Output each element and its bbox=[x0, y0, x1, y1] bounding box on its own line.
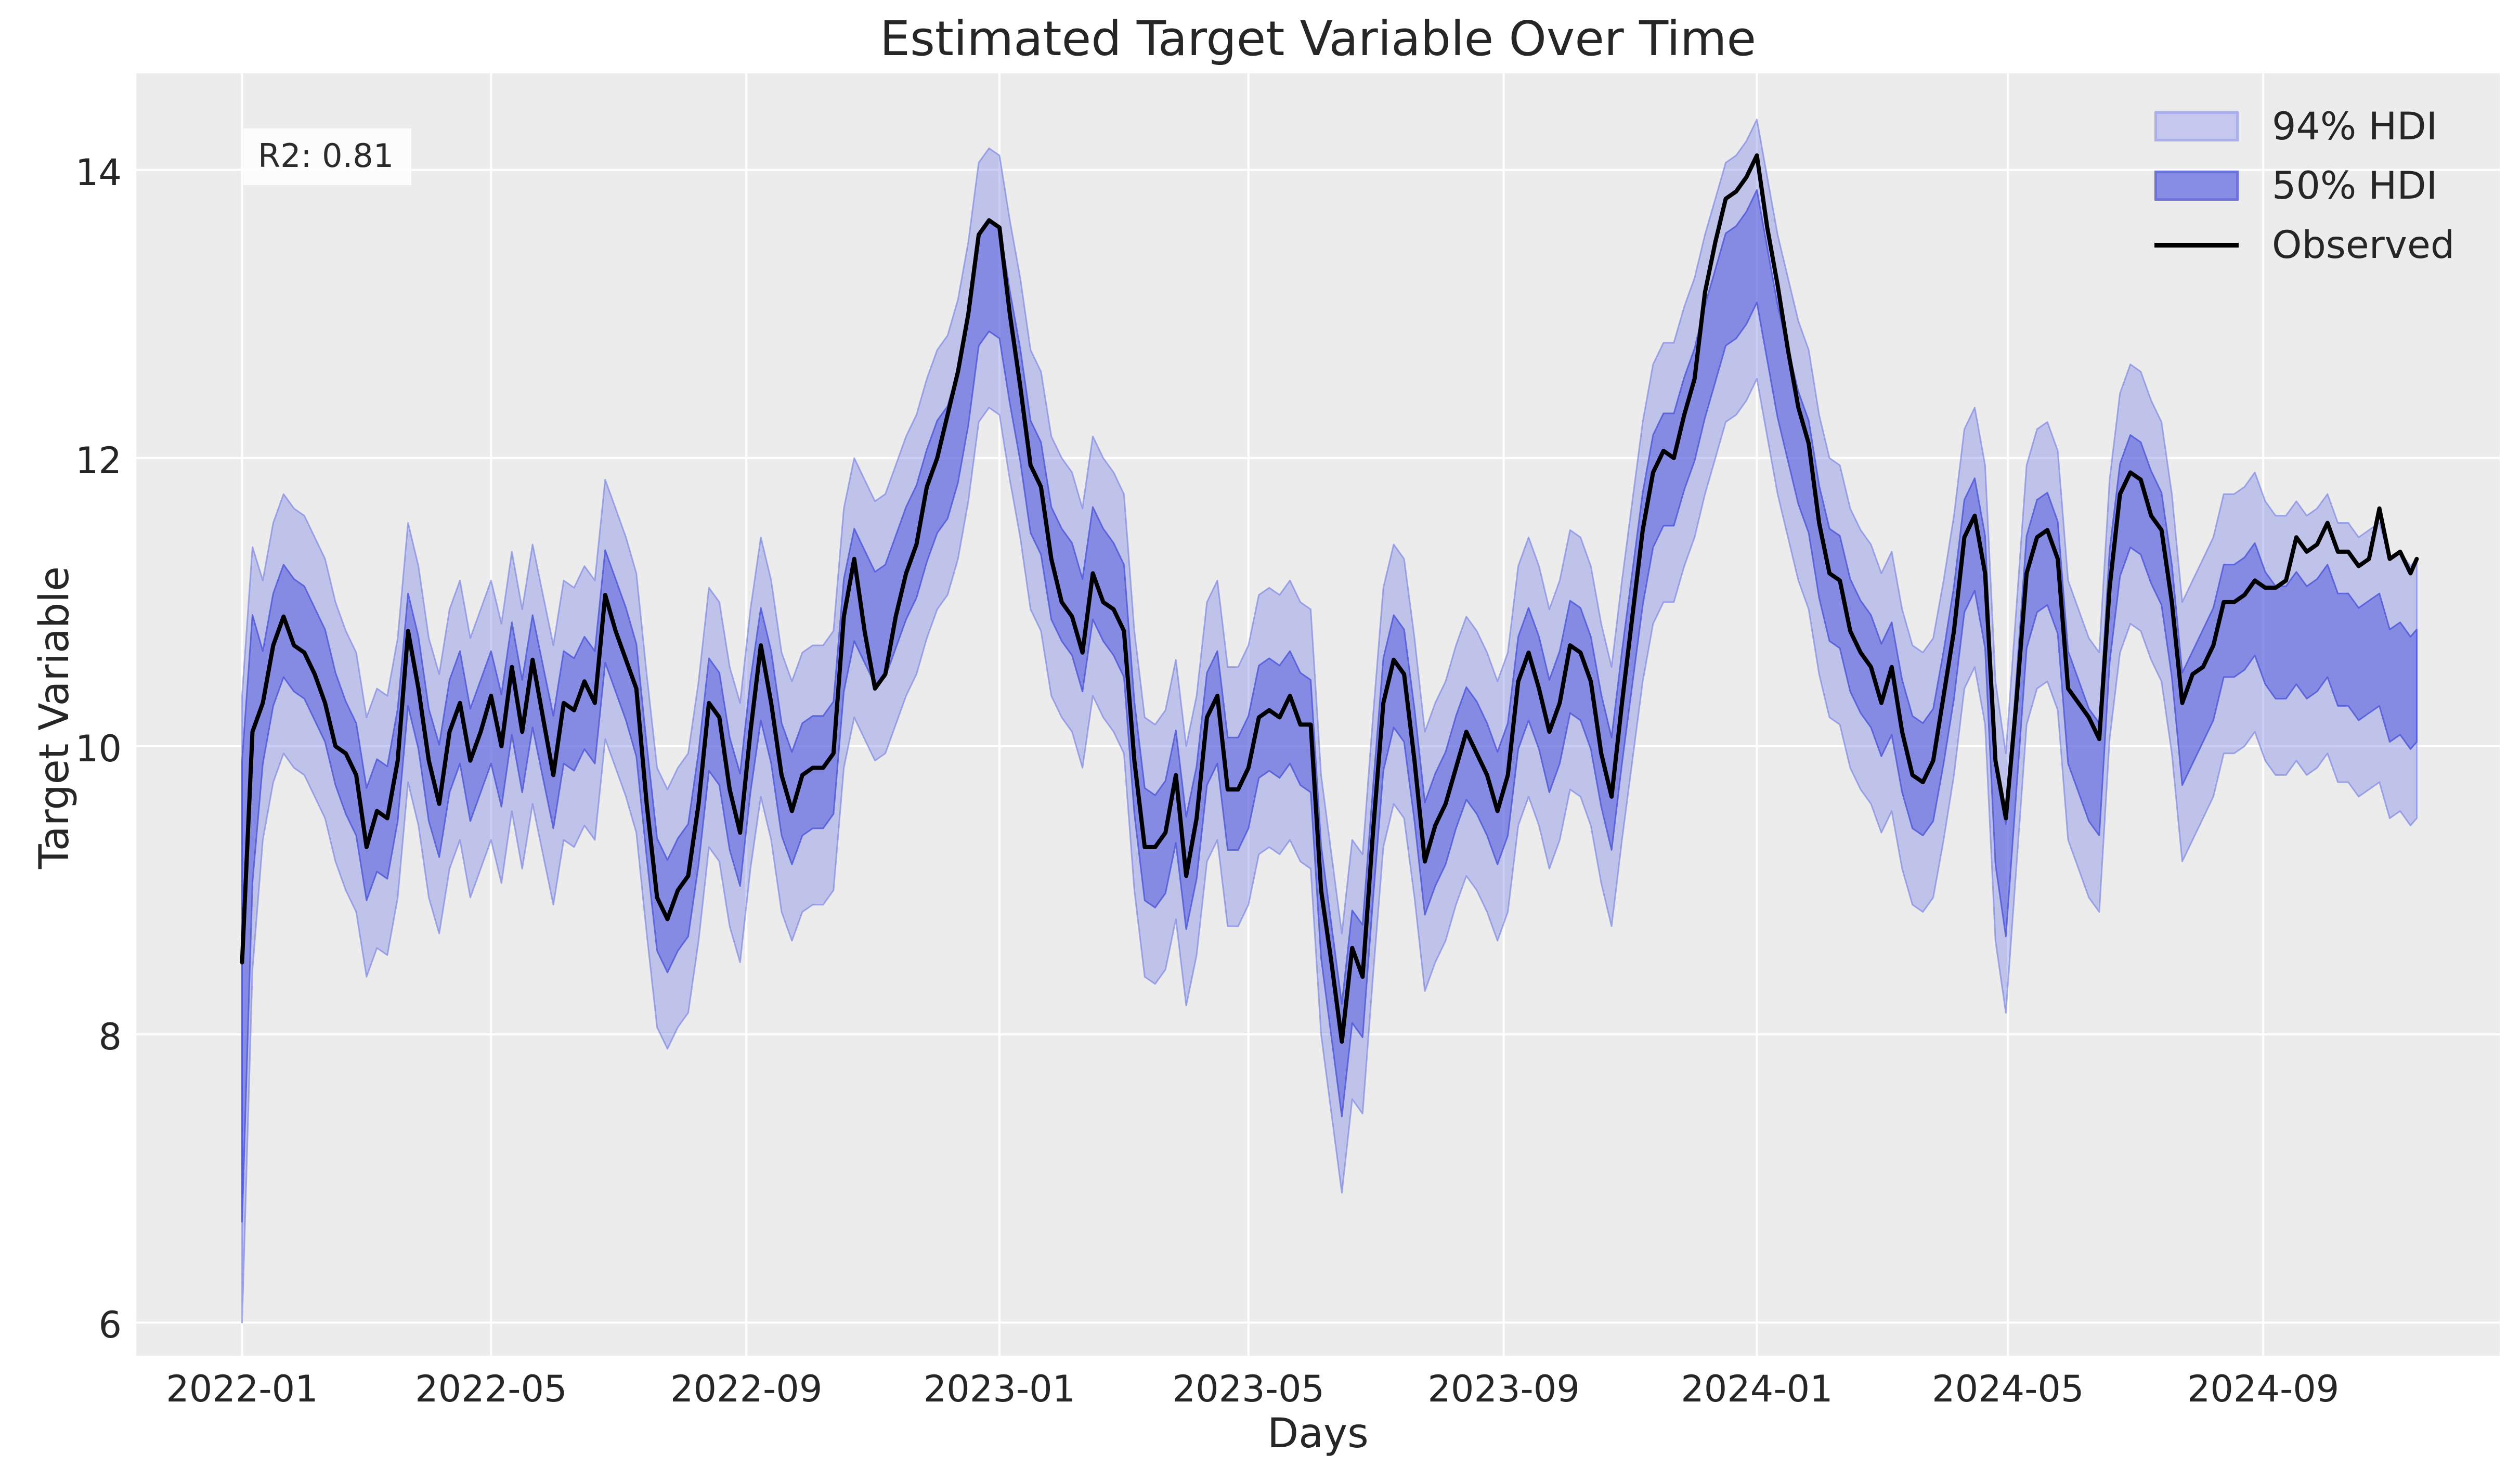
x-tick-label: 2024-01 bbox=[1681, 1368, 1833, 1410]
legend-item-50-hdi: 50% HDI bbox=[2154, 156, 2446, 215]
observed-line-swatch-icon bbox=[2154, 242, 2239, 248]
y-tick-label: 12 bbox=[75, 439, 122, 482]
legend-item-94-hdi: 94% HDI bbox=[2154, 97, 2446, 156]
x-axis-label: Days bbox=[1267, 1410, 1369, 1457]
y-tick-label: 14 bbox=[75, 151, 122, 194]
r2-annotation: R2: 0.81 bbox=[243, 128, 412, 185]
x-tick-label: 2023-01 bbox=[923, 1368, 1076, 1410]
x-tick-label: 2023-09 bbox=[1427, 1368, 1580, 1410]
x-tick-label: 2024-09 bbox=[2187, 1368, 2340, 1410]
y-tick-label: 8 bbox=[98, 1016, 122, 1059]
y-axis-label: Target Variable bbox=[31, 566, 78, 869]
y-tick-label: 10 bbox=[75, 727, 122, 770]
legend-label: Observed bbox=[2272, 223, 2455, 267]
x-tick-label: 2022-09 bbox=[670, 1368, 823, 1410]
hdi50-swatch-icon bbox=[2154, 171, 2239, 201]
hdi94-band bbox=[241, 119, 2418, 1323]
x-tick-label: 2022-05 bbox=[415, 1368, 567, 1410]
legend: 94% HDI 50% HDI Observed bbox=[2154, 97, 2454, 275]
y-tick-label: 6 bbox=[98, 1304, 122, 1347]
observed-line bbox=[240, 153, 2419, 1044]
chart-title: Estimated Target Variable Over Time bbox=[879, 11, 1757, 67]
hdi94-swatch-icon bbox=[2154, 111, 2239, 141]
legend-label: 94% HDI bbox=[2272, 104, 2438, 149]
x-tick-label: 2023-05 bbox=[1172, 1368, 1325, 1410]
x-tick-label: 2024-05 bbox=[1932, 1368, 2084, 1410]
legend-label: 50% HDI bbox=[2272, 163, 2438, 208]
x-tick-label: 2022-01 bbox=[166, 1368, 318, 1410]
legend-item-observed: Observed bbox=[2154, 215, 2454, 275]
